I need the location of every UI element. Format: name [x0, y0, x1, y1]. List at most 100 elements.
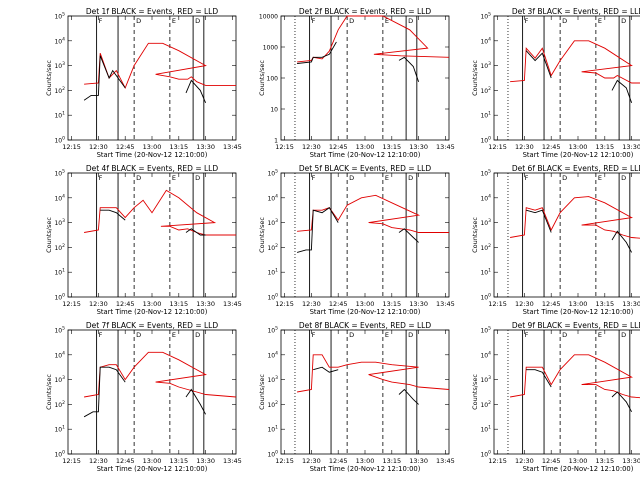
y-axis-label: Counts/sec	[45, 60, 53, 96]
events-series-line	[296, 207, 419, 253]
marker-letter: D	[195, 174, 200, 182]
lld-series-line	[510, 196, 640, 239]
marker-letter: D	[621, 174, 626, 182]
x-tick-label: 12:15	[62, 457, 81, 465]
x-tick-label: 12:30	[515, 143, 534, 151]
y-tick-label: 100	[267, 293, 278, 302]
y-tick-label: 100	[267, 76, 279, 83]
marker-letter: F	[525, 17, 529, 25]
x-tick-label: 12:30	[89, 457, 108, 465]
y-tick-label: 105	[480, 169, 491, 178]
marker-letter: D	[349, 17, 354, 25]
x-tick-label: 13:15	[169, 143, 188, 151]
lld-series-line	[297, 354, 450, 393]
y-tick-label: 100	[54, 450, 65, 459]
x-tick-label: 12:45	[329, 300, 348, 308]
x-tick-label: 13:15	[595, 300, 614, 308]
y-tick-label: 101	[480, 268, 491, 277]
marker-letter: F	[525, 331, 529, 339]
y-tick-label: 101	[54, 425, 65, 434]
marker-letter: E	[172, 331, 176, 339]
y-axis-label: Counts/sec	[45, 374, 53, 410]
y-tick-label: 105	[480, 326, 491, 335]
x-tick-label: 12:15	[275, 300, 294, 308]
marker-letter: D	[349, 174, 354, 182]
plot-frame	[493, 15, 640, 141]
marker-letter: D	[408, 331, 413, 339]
x-tick-label: 12:45	[329, 457, 348, 465]
y-tick-label: 101	[54, 268, 65, 277]
marker-letter: E	[385, 17, 389, 25]
marker-letter: D	[136, 174, 141, 182]
panel-det-1: Det 1f BLACK = Events, RED = LLD 12:15 12:…	[45, 7, 296, 159]
plot-frame	[280, 15, 450, 141]
x-tick-label: 13:30	[622, 143, 640, 151]
x-tick-label: 13:30	[196, 143, 215, 151]
marker-letter: D	[195, 17, 200, 25]
x-tick-label: 13:30	[196, 457, 215, 465]
y-tick-label: 102	[480, 243, 491, 252]
x-tick-label: 12:15	[488, 143, 507, 151]
y-tick-label: 100	[54, 293, 65, 302]
y-tick-label: 102	[54, 86, 65, 95]
marker-letter: F	[99, 174, 103, 182]
events-series-line	[526, 369, 632, 413]
y-tick-label: 103	[54, 218, 65, 227]
marker-letter: D	[562, 17, 567, 25]
x-tick-label: 12:15	[275, 457, 294, 465]
x-tick-label: 13:45	[223, 143, 242, 151]
panel-title: Det 7f BLACK = Events, RED = LLD	[86, 321, 219, 330]
y-tick-label: 100	[54, 136, 65, 145]
y-tick-label: 104	[267, 193, 278, 202]
x-tick-label: 12:45	[542, 143, 561, 151]
x-tick-label: 12:45	[542, 300, 561, 308]
y-axis-label: Counts/sec	[45, 217, 53, 253]
y-tick-label: 104	[54, 350, 65, 359]
x-axis-label: Start Time (20-Nov-12 12:10:00)	[310, 151, 421, 159]
marker-letter: E	[598, 174, 602, 182]
plot-frame	[67, 15, 237, 141]
marker-letter: F	[99, 331, 103, 339]
panel-title: Det 1f BLACK = Events, RED = LLD	[86, 7, 219, 16]
x-tick-label: 12:15	[62, 143, 81, 151]
x-tick-label: 12:30	[89, 143, 108, 151]
marker-letter: E	[598, 331, 602, 339]
y-axis-label: Counts/sec	[258, 60, 266, 96]
x-tick-label: 13:30	[196, 300, 215, 308]
marker-letter: D	[408, 174, 413, 182]
x-tick-label: 12:15	[275, 143, 294, 151]
lld-series-line	[84, 351, 237, 398]
x-axis-label: Start Time (20-Nov-12 12:10:00)	[523, 308, 634, 316]
x-tick-label: 12:30	[302, 143, 321, 151]
panel-det-9: Det 9f BLACK = Events, RED = LLD 12:15 12:…	[471, 321, 640, 473]
x-axis-label: Start Time (20-Nov-12 12:10:00)	[97, 308, 208, 316]
y-axis-label: Counts/sec	[258, 374, 266, 410]
marker-letter: D	[562, 174, 567, 182]
x-tick-label: 12:15	[488, 300, 507, 308]
plot-frame	[493, 172, 640, 298]
x-tick-label: 13:15	[169, 300, 188, 308]
y-tick-label: 105	[54, 12, 65, 21]
panel-det-6: Det 6f BLACK = Events, RED = LLD 12:15 12:…	[471, 164, 640, 316]
x-axis-label: Start Time (20-Nov-12 12:10:00)	[523, 465, 634, 473]
marker-letter: D	[136, 331, 141, 339]
y-tick-label: 102	[267, 400, 278, 409]
marker-letter: E	[172, 174, 176, 182]
y-tick-label: 100	[480, 136, 491, 145]
x-tick-label: 13:00	[356, 143, 375, 151]
y-tick-label: 100	[480, 293, 491, 302]
events-series-line	[100, 209, 206, 236]
marker-letter: E	[385, 331, 389, 339]
x-tick-label: 12:45	[329, 143, 348, 151]
y-tick-label: 105	[54, 169, 65, 178]
x-tick-label: 13:00	[143, 457, 162, 465]
x-tick-label: 12:15	[488, 457, 507, 465]
x-tick-label: 13:00	[569, 143, 588, 151]
x-tick-label: 13:15	[382, 143, 401, 151]
x-tick-label: 13:00	[143, 300, 162, 308]
x-tick-label: 13:15	[595, 143, 614, 151]
x-tick-label: 12:45	[116, 457, 135, 465]
x-tick-label: 12:30	[515, 457, 534, 465]
x-tick-label: 13:30	[622, 300, 640, 308]
marker-letter: D	[349, 331, 354, 339]
